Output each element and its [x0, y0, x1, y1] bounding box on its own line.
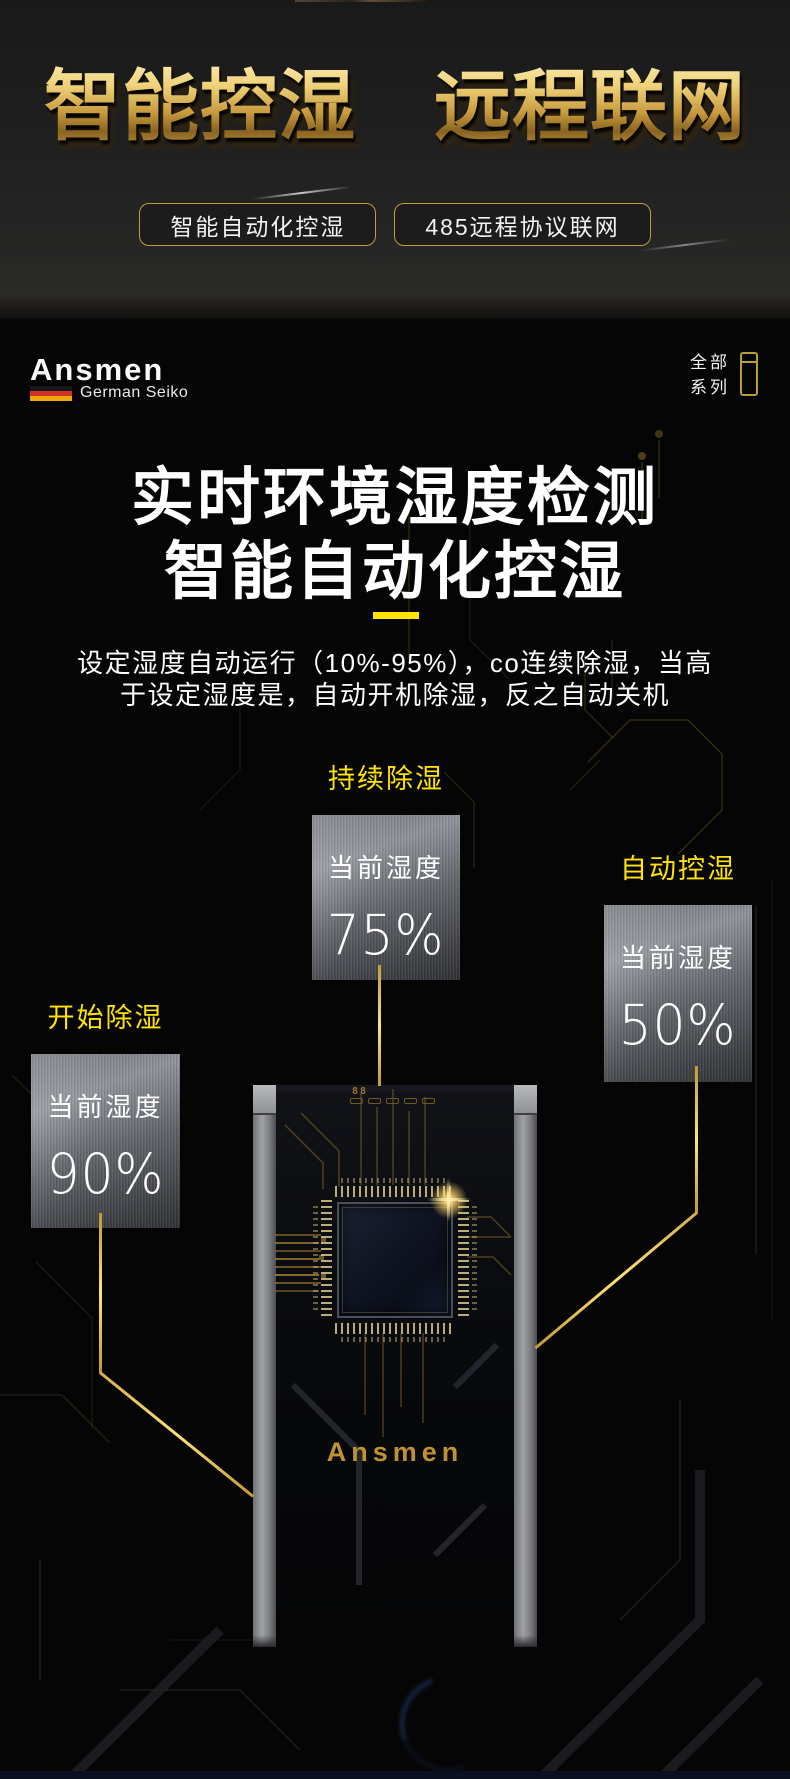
- chip-pins: [335, 1323, 455, 1334]
- feature-body-line2: 于设定湿度是，自动开机除湿，反之自动关机: [119, 680, 670, 710]
- hero-badge-row: 智能自动化控湿 485远程协议联网: [0, 203, 790, 246]
- sparkle-icon: [427, 1178, 471, 1222]
- device-circuit-graphic: [275, 1089, 512, 1585]
- chip-pins: [335, 1186, 455, 1197]
- badge-485-network: 485远程协议联网: [394, 203, 651, 246]
- series-label-line1: 全部: [690, 353, 730, 372]
- bottom-edge-strip: [0, 1771, 790, 1779]
- connector-line-middle: [378, 965, 381, 1086]
- feature-heading-line1: 实时环境湿度检测: [131, 463, 659, 533]
- chip-pins: [341, 1178, 449, 1183]
- hero-title: 智能控湿 远程联网: [0, 52, 790, 162]
- humidity-card-auto: 自动控湿 当前湿度 50%: [604, 847, 752, 1082]
- brand-tagline: German Seiko: [80, 384, 189, 401]
- chip-pins: [472, 1206, 477, 1314]
- humidity-value-start: 90%: [46, 1142, 165, 1206]
- humidity-value-continuous: 75%: [327, 903, 445, 967]
- connector-line-left: [99, 1213, 102, 1373]
- current-humidity-label: 当前湿度: [327, 853, 444, 883]
- humidity-value-auto: 50%: [619, 993, 737, 1057]
- indicator-icon: [368, 1098, 381, 1104]
- connector-line-right: [695, 1066, 698, 1213]
- top-edge-artifact: [295, 0, 435, 2]
- badge-smart-humidity: 智能自动化控湿: [139, 203, 377, 246]
- humidity-card-start: 开始除湿 当前湿度 90%: [31, 996, 180, 1228]
- device-display-digits: 88: [352, 1086, 369, 1097]
- series-label: 全部 系列: [690, 350, 730, 400]
- current-humidity-label: 当前湿度: [47, 1092, 164, 1122]
- indicator-icon: [422, 1098, 435, 1104]
- current-humidity-label: 当前湿度: [619, 943, 736, 973]
- device-brand-logo: Ansmen: [326, 1437, 464, 1467]
- indicator-icon: [386, 1098, 399, 1104]
- chip-pins: [321, 1200, 332, 1320]
- card-label-auto: 自动控湿: [620, 854, 736, 884]
- chip-pins: [458, 1200, 469, 1320]
- series-nav[interactable]: 全部 系列: [690, 350, 758, 400]
- humidity-box-auto: 当前湿度 50%: [604, 905, 752, 1082]
- device-indicator-icons: [350, 1098, 435, 1104]
- chip-pins: [341, 1337, 449, 1342]
- humidity-box-continuous: 当前湿度 75%: [312, 815, 460, 980]
- series-cabinet-icon: [740, 352, 758, 396]
- humidity-box-start: 当前湿度 90%: [31, 1054, 180, 1228]
- shine-streak: [252, 185, 352, 201]
- chip-pins: [313, 1206, 318, 1314]
- chip-icon: [313, 1178, 477, 1342]
- card-label-start: 开始除湿: [47, 1003, 164, 1033]
- german-flag-icon: [30, 385, 72, 401]
- card-label-continuous: 持续除湿: [328, 764, 444, 794]
- humidity-card-continuous: 持续除湿 当前湿度 75%: [312, 757, 460, 980]
- brand-logo: Ansmen: [30, 352, 165, 387]
- feature-body-line1: 设定湿度自动运行（10%-95%），co连续除湿，当高: [77, 648, 713, 678]
- brand-subline: German Seiko: [30, 384, 188, 402]
- feature-heading-line2: 智能自动化控湿: [164, 537, 626, 607]
- yellow-divider: [373, 612, 419, 619]
- indicator-icon: [350, 1098, 363, 1104]
- hero-section: 智能控湿 远程联网 智能自动化控湿 485远程协议联网: [0, 0, 790, 320]
- device-right-rail: [514, 1085, 537, 1647]
- device-left-rail: [253, 1085, 276, 1647]
- series-label-line2: 系列: [690, 378, 730, 397]
- indicator-icon: [404, 1098, 417, 1104]
